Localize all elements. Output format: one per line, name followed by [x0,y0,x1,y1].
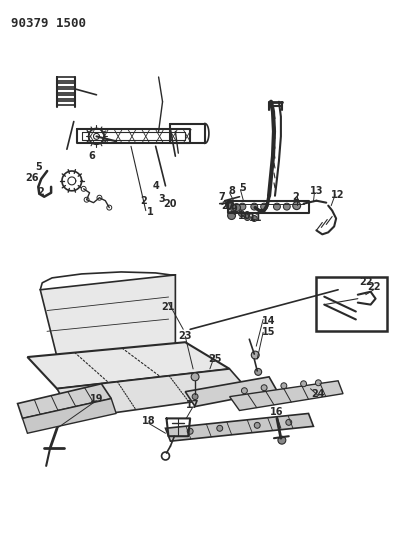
Circle shape [239,211,244,216]
Text: 16: 16 [270,407,284,417]
Polygon shape [23,399,116,433]
Text: 27: 27 [221,200,235,211]
Circle shape [254,422,260,429]
Circle shape [281,383,287,389]
Text: 1: 1 [147,207,154,216]
Text: 2: 2 [140,196,147,206]
Circle shape [244,215,250,221]
Text: 12: 12 [331,190,345,200]
Text: 22: 22 [359,277,372,287]
Polygon shape [230,381,343,410]
Circle shape [293,201,301,209]
Text: 17: 17 [186,400,200,409]
Circle shape [226,201,234,208]
Circle shape [191,373,199,381]
Circle shape [239,203,246,210]
Text: 25: 25 [208,354,222,364]
Circle shape [316,380,321,386]
Circle shape [228,212,235,220]
Text: 23: 23 [179,332,192,341]
Circle shape [283,203,290,210]
Text: 24: 24 [312,389,325,399]
Circle shape [261,385,267,391]
Text: 5: 5 [35,162,42,172]
Circle shape [192,394,198,400]
Circle shape [187,429,193,434]
Text: 9: 9 [230,204,237,214]
Bar [316,277,387,332]
Text: 2: 2 [292,192,299,201]
Circle shape [255,368,262,375]
Polygon shape [185,377,277,407]
Text: 22: 22 [367,282,380,292]
Circle shape [274,203,280,210]
Text: 6: 6 [88,151,95,161]
Circle shape [233,204,241,212]
Polygon shape [57,369,251,418]
Circle shape [251,203,258,210]
Circle shape [241,387,247,394]
Text: 7: 7 [218,192,225,201]
Circle shape [251,351,259,359]
Text: 19: 19 [90,393,103,403]
Circle shape [278,436,286,444]
Circle shape [251,215,257,222]
Text: 4: 4 [152,181,159,191]
Circle shape [286,419,292,425]
Text: 13: 13 [310,186,323,196]
Text: 18: 18 [142,416,156,426]
Text: 14: 14 [262,317,276,326]
Text: 26: 26 [26,173,39,183]
Text: 10: 10 [238,211,251,221]
Text: 8: 8 [228,186,235,196]
Text: 21: 21 [162,302,175,312]
Polygon shape [40,275,175,357]
Circle shape [217,425,223,431]
Text: 15: 15 [262,327,276,337]
Polygon shape [18,384,111,418]
Text: 2: 2 [37,187,44,197]
Circle shape [301,381,307,387]
Polygon shape [166,414,314,441]
Text: 20: 20 [164,199,177,208]
Circle shape [261,203,268,210]
Circle shape [228,203,235,210]
Text: 5: 5 [239,183,246,193]
Polygon shape [27,342,230,389]
Text: 11: 11 [249,213,262,222]
Text: 90379 1500: 90379 1500 [10,17,86,30]
Text: 3: 3 [158,193,165,204]
